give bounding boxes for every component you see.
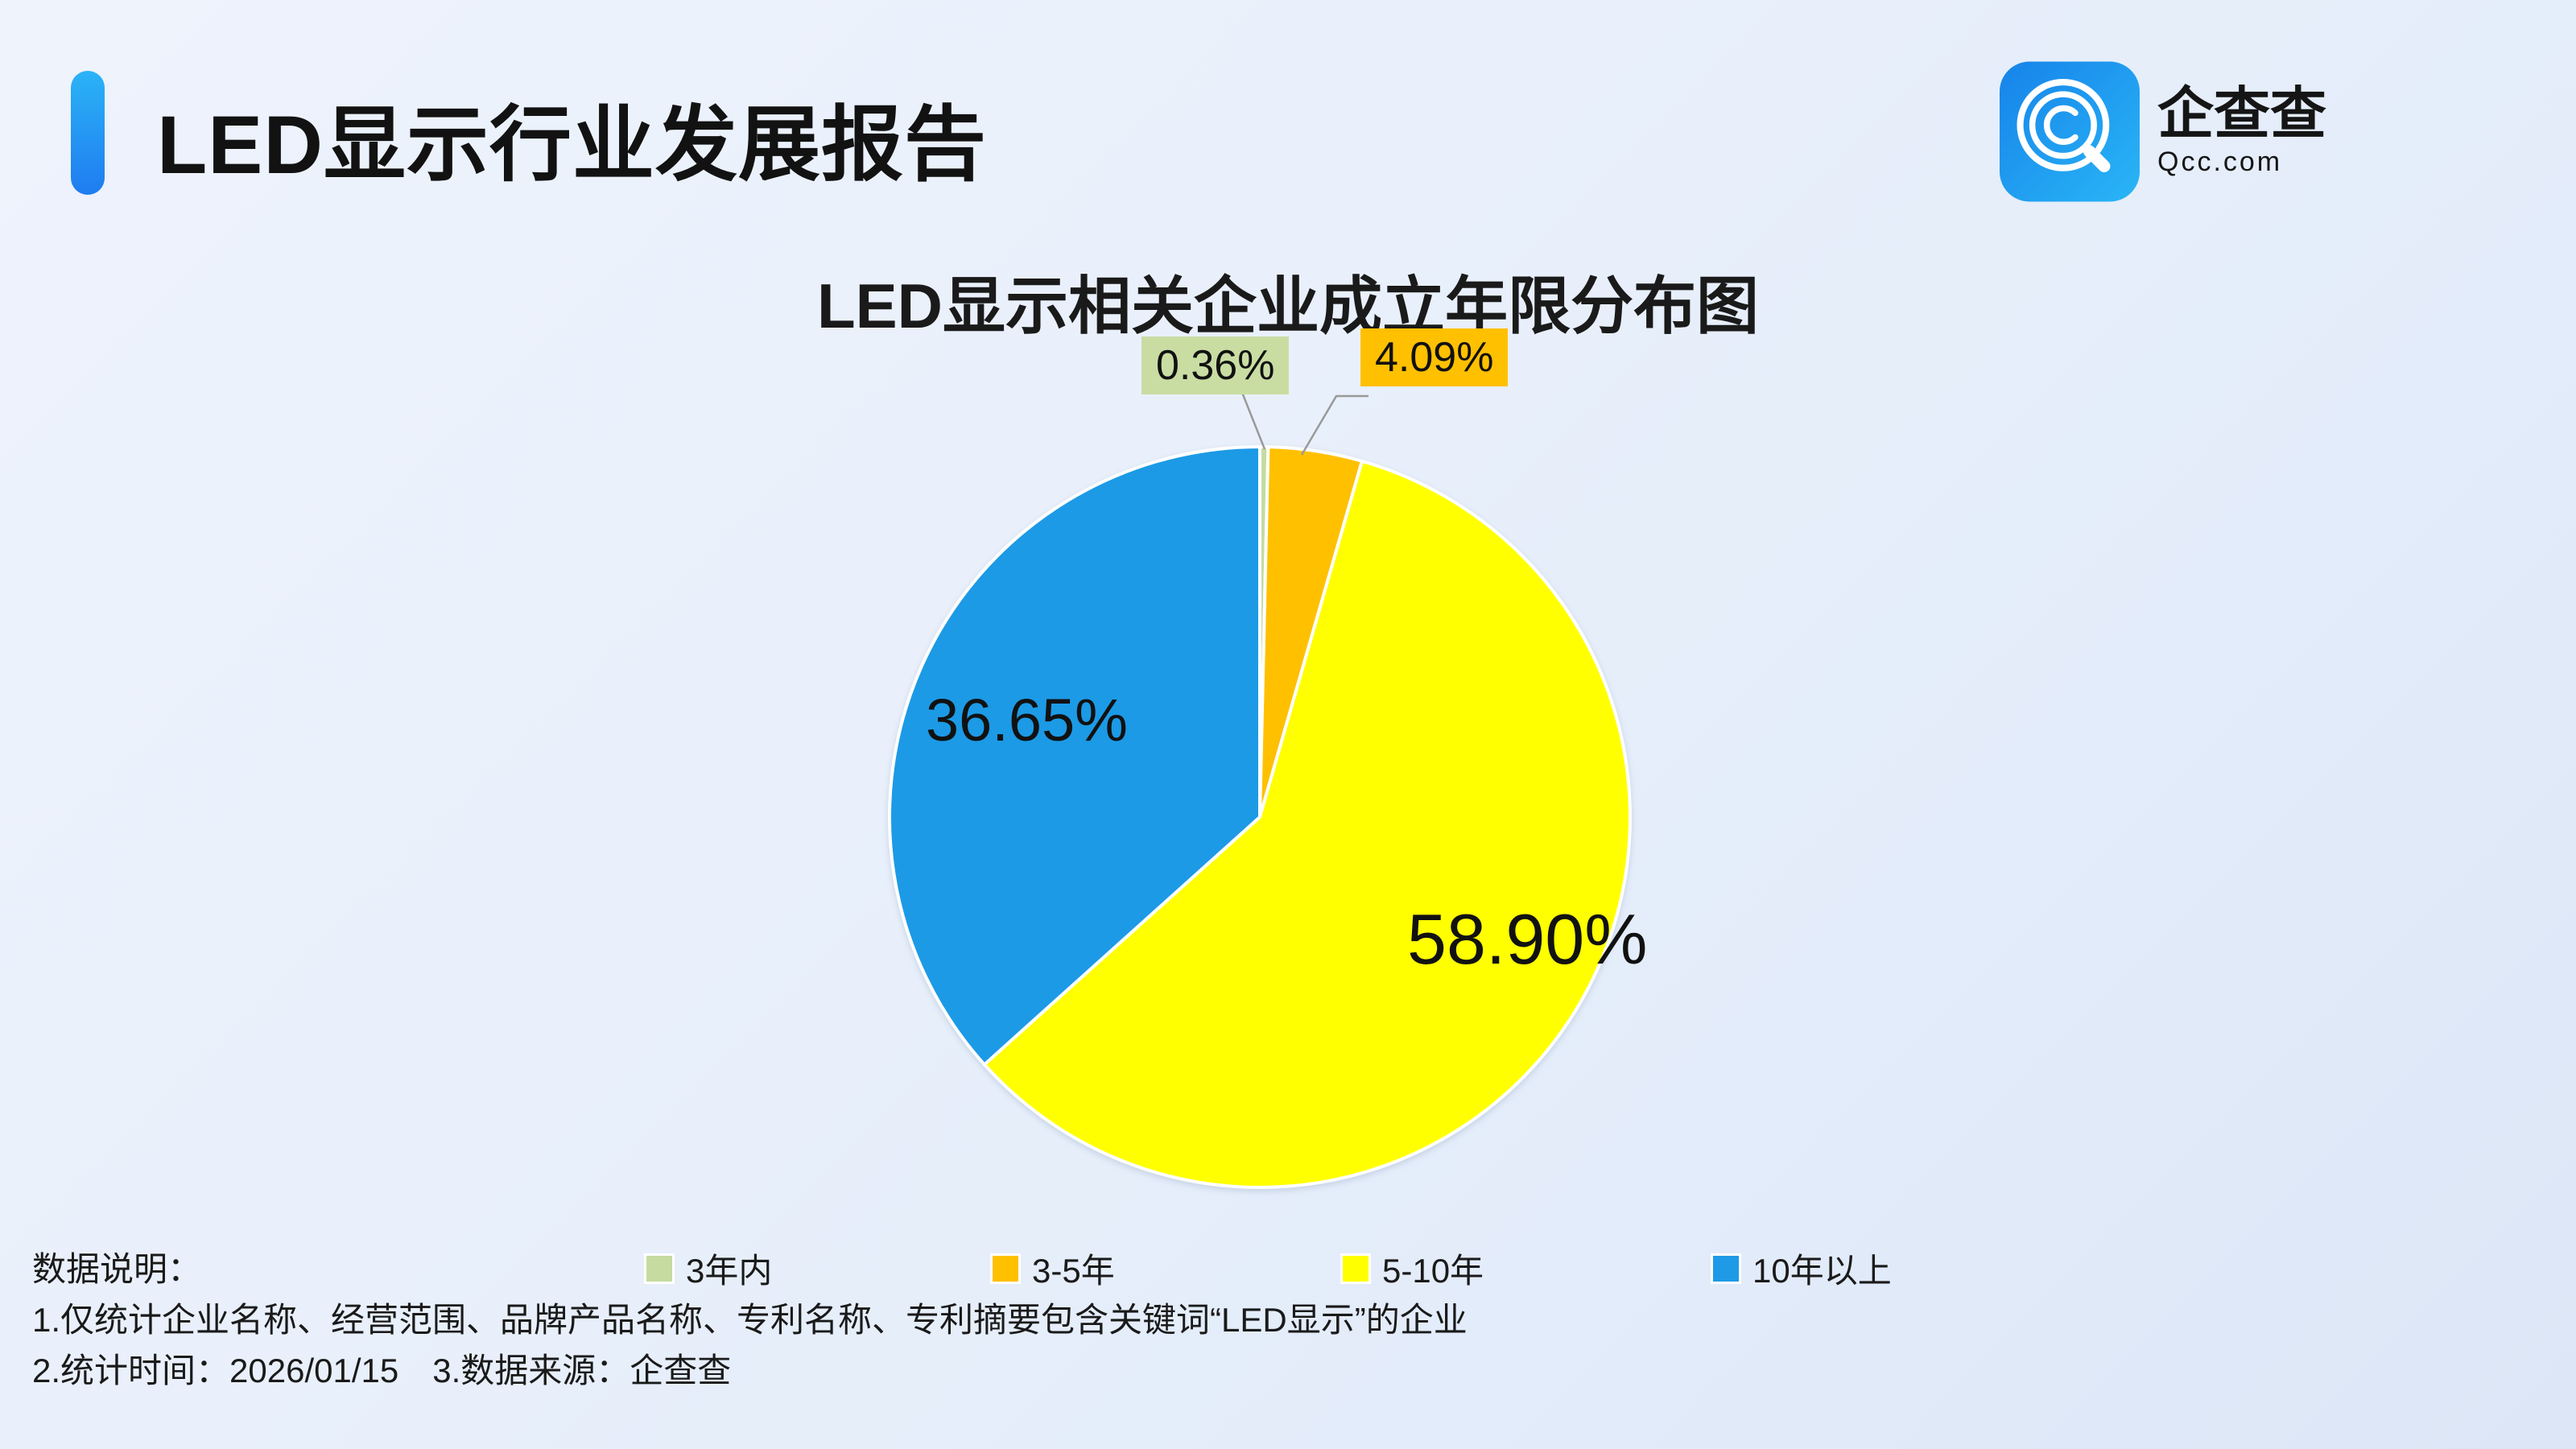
svg-text:58.90%: 58.90% [1407, 899, 1647, 979]
svg-text:36.65%: 36.65% [926, 687, 1128, 753]
